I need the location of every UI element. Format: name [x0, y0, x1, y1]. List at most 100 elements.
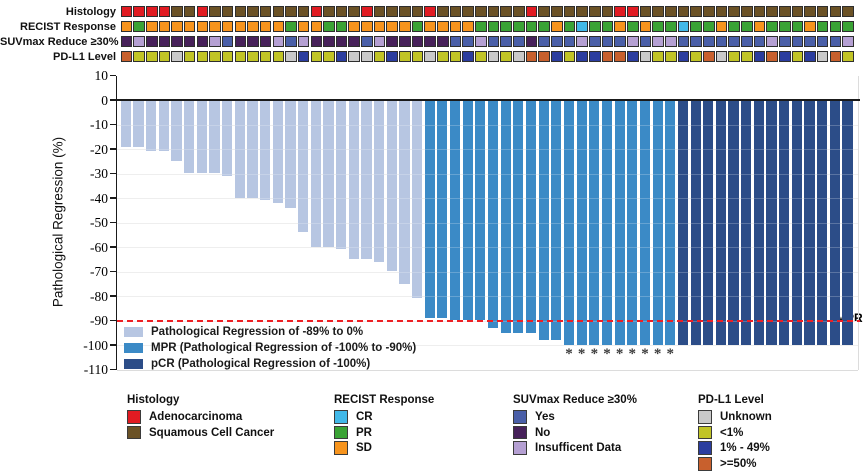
annotation-cell [589, 21, 601, 33]
annotation-cell [829, 36, 842, 48]
annotation-cell [247, 51, 259, 63]
gridline-overlay [117, 198, 858, 199]
annotation-cell [424, 36, 437, 48]
annotation-cell [335, 21, 348, 33]
bottom-legend-label: >=50% [720, 458, 757, 471]
annotation-cell [120, 51, 133, 63]
bar [247, 101, 258, 198]
bar [817, 101, 828, 345]
annotation-cell [487, 36, 500, 48]
bar [842, 101, 853, 345]
y-tick-label: -30 [90, 166, 108, 181]
annotation-cell [740, 21, 753, 33]
bottom-legend-swatch [127, 410, 141, 424]
annotation-cell [690, 51, 702, 63]
annotation-cell [411, 36, 424, 48]
annotation-cell [158, 6, 171, 18]
annotation-cell [538, 51, 550, 63]
bar [462, 101, 473, 321]
bottom-legend-swatch [513, 410, 527, 424]
annotation-cell [778, 6, 791, 18]
annotation-cell [525, 36, 538, 48]
annotation-cell [133, 21, 145, 33]
annotation-cell [816, 6, 829, 18]
annotation-cell [804, 36, 816, 48]
bar [399, 101, 410, 284]
annotation-cell [424, 6, 437, 18]
annotation-cell [234, 21, 247, 33]
annotation-cell [753, 21, 766, 33]
annotation-cell [272, 36, 285, 48]
gridline-overlay [117, 149, 858, 150]
bottom-legend-swatch [698, 425, 712, 440]
annotation-cell [816, 51, 829, 63]
gridline-overlay [117, 296, 858, 297]
y-tick-label: -100 [83, 337, 108, 353]
annotation-cell [677, 6, 690, 18]
annotation-cell [209, 36, 221, 48]
annotation-cell [285, 51, 297, 63]
track-label: PD-L1 Level [53, 51, 116, 63]
bar [500, 101, 511, 333]
annotation-cell [462, 36, 474, 48]
gridline-overlay [117, 247, 858, 248]
annotation-cell [842, 21, 854, 33]
annotation-cell [297, 36, 310, 48]
annotation-cell [829, 51, 842, 63]
annotation-cell [601, 51, 614, 63]
legend-swatch [124, 327, 143, 337]
annotation-cell [740, 6, 753, 18]
annotation-cell [652, 6, 664, 18]
annotation-cell [563, 51, 576, 63]
annotation-cell [323, 6, 335, 18]
annotation-cell [627, 21, 639, 33]
annotation-cell [373, 36, 386, 48]
bar [209, 101, 220, 174]
annotation-cell [791, 21, 804, 33]
bar [589, 101, 600, 345]
legend-label: pCR (Pathological Regression of -100%) [151, 358, 371, 370]
annotation-cell [348, 21, 361, 33]
annotation-cell [791, 51, 804, 63]
annotation-cell [145, 6, 158, 18]
annotation-cell [639, 51, 652, 63]
annotation-cell [323, 21, 335, 33]
bottom-legend-swatch [334, 441, 348, 455]
bar [171, 101, 182, 162]
y-tick-mark [110, 344, 116, 346]
annotation-cell [386, 51, 399, 63]
annotation-cell [715, 21, 728, 33]
bar [348, 101, 359, 260]
annotation-cell [513, 51, 525, 63]
annotation-cell [183, 21, 196, 33]
significance-asterisk: * [666, 346, 675, 362]
bar [120, 101, 131, 147]
significance-asterisk: * [615, 346, 624, 362]
annotation-cell [196, 51, 209, 63]
annotation-cell [399, 21, 411, 33]
annotation-cell [576, 6, 588, 18]
bar [449, 101, 461, 321]
bar [336, 101, 347, 250]
annotation-cell [462, 51, 474, 63]
annotation-cell [766, 51, 778, 63]
annotation-cell [297, 21, 310, 33]
annotation-cell [335, 6, 348, 18]
legend-label: Pathological Regression of -89% to 0% [151, 326, 364, 338]
mpr-reference-line [117, 319, 860, 322]
bar [133, 101, 144, 147]
bar [614, 101, 625, 345]
bottom-legend-swatch [698, 441, 712, 455]
bottom-legend-group-title: RECIST Response [334, 394, 435, 406]
annotation-cell [133, 6, 145, 18]
zero-baseline [114, 98, 860, 102]
bar [475, 101, 486, 321]
plot-right-border [857, 75, 859, 370]
annotation-cell [702, 21, 715, 33]
y-tick-label: -20 [90, 141, 108, 157]
bar [715, 101, 726, 345]
bar [804, 101, 815, 345]
annotation-cell [183, 51, 196, 63]
annotation-cell [449, 51, 462, 63]
bottom-legend-label: No [535, 426, 551, 439]
